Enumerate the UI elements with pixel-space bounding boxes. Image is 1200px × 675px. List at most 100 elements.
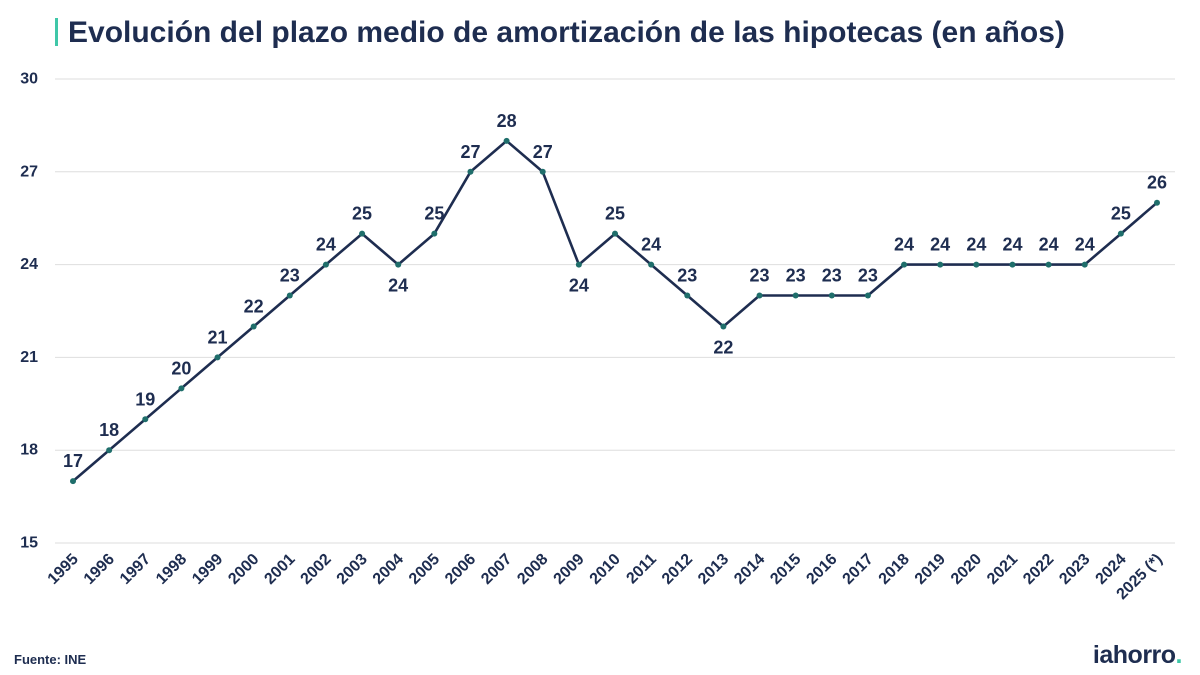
data-point [503,137,510,144]
data-label: 24 [1075,235,1095,255]
data-points [70,137,1160,485]
y-tick-label: 24 [20,256,38,273]
x-tick-label: 2003 [334,551,371,588]
x-tick-label: 2010 [587,551,624,588]
data-point [395,261,402,268]
x-tick-label: 2011 [623,551,660,588]
data-label: 26 [1147,173,1167,193]
chart-title: Evolución del plazo medio de amortizació… [68,16,1065,49]
x-tick-label: 2014 [731,551,768,588]
title-accent-bar [55,18,58,46]
data-label: 23 [822,266,842,286]
x-tick-label: 2008 [514,551,551,588]
x-tick-label: 2000 [225,551,262,588]
data-point [684,292,691,299]
data-point [612,230,618,237]
data-point [792,292,799,299]
data-point [1009,261,1016,268]
data-label: 24 [641,235,661,255]
y-tick-label: 15 [20,535,38,552]
x-tick-label: 1995 [45,551,82,588]
data-point [539,168,546,175]
x-tick-label: 2018 [876,551,913,588]
data-label: 25 [352,204,372,224]
x-tick-label: 2004 [370,551,407,588]
logo-dot: . [1176,641,1182,669]
data-label: 25 [424,204,444,224]
data-label: 24 [894,235,914,255]
x-tick-label: 2013 [695,551,732,588]
data-label: 24 [930,235,950,255]
data-point [250,323,257,330]
data-point [106,447,113,454]
y-tick-label: 18 [20,442,38,459]
data-label: 24 [966,235,986,255]
data-label: 24 [1002,235,1022,255]
data-label: 28 [497,111,517,131]
data-point [1045,261,1052,268]
data-point [864,292,871,299]
x-tick-label: 2019 [912,551,949,588]
data-label: 24 [569,276,589,296]
data-point [756,292,763,299]
data-label: 25 [605,204,625,224]
data-label: 24 [388,276,408,296]
data-point [359,230,366,237]
source-note: Fuente: INE [14,652,87,667]
x-tick-label: 2012 [659,551,696,588]
data-point [720,323,727,330]
data-point [286,292,293,299]
x-tick-label: 2015 [767,551,804,588]
gridlines [55,78,1175,544]
x-tick-label: 2009 [551,551,588,588]
data-point [214,354,221,361]
x-tick-label: 1999 [189,551,226,588]
x-tick-label: 2021 [984,551,1021,588]
x-tick-label: 2006 [442,551,479,588]
x-tick-label: 2001 [261,551,298,588]
data-label: 23 [786,266,806,286]
data-point [937,261,944,268]
x-tick-label: 2017 [840,551,877,588]
data-label: 23 [280,266,300,286]
data-label: 19 [135,389,155,409]
data-label: 24 [316,235,336,255]
data-label: 23 [858,266,878,286]
data-point [648,261,655,268]
y-axis: 15 18 21 24 27 30 [20,71,38,552]
data-point [575,261,582,268]
data-label: 22 [713,337,733,357]
data-labels: 17 18 19 20 21 22 23 24 25 24 25 27 28 27 24 25 24 23 22 23… [63,111,1167,471]
data-point [322,261,329,268]
x-tick-label: 1997 [117,551,154,588]
y-tick-label: 21 [20,349,38,366]
x-tick-label: 2016 [803,551,840,588]
x-tick-label: 2022 [1020,551,1057,588]
x-tick-label: 1996 [81,551,118,588]
data-point [1154,199,1160,206]
x-tick-label: 1998 [153,551,190,588]
y-tick-label: 27 [20,163,38,180]
x-tick-label: 2002 [298,551,335,588]
data-point [178,385,185,392]
data-label: 24 [1039,235,1059,255]
series-line [71,139,1159,483]
data-point [70,478,76,485]
y-tick-label: 30 [20,71,38,88]
brand-logo: iahorro. [1093,641,1182,669]
data-label: 21 [208,327,228,347]
data-label: 22 [244,296,264,316]
data-point [467,168,474,175]
data-label: 25 [1111,204,1131,224]
data-point [142,416,149,423]
data-point [973,261,980,268]
data-label: 17 [63,451,83,471]
data-label: 20 [171,358,191,378]
data-point [828,292,835,299]
x-tick-label: 2005 [406,551,443,588]
data-point [1117,230,1124,237]
data-label: 23 [677,266,697,286]
x-tick-label: 2020 [948,551,985,588]
data-point [901,261,908,268]
